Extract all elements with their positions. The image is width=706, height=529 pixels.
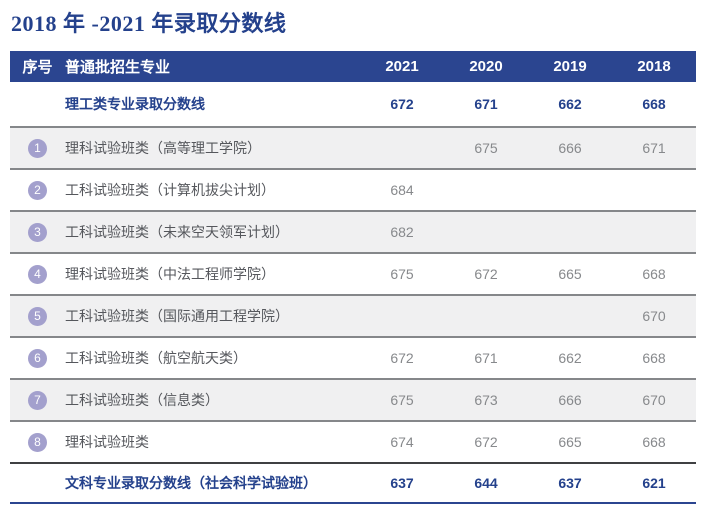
- table-row: 5 工科试验班类（国际通用工程学院） 670: [10, 294, 696, 336]
- score-value-2021: 674: [390, 434, 414, 450]
- arts-line-score-2019: 637: [558, 475, 582, 491]
- major-name: 工科试验班类（计算机拔尖计划）: [65, 182, 275, 198]
- score-value-2019: 665: [558, 266, 582, 282]
- table-header: 序号 普通批招生专业 2021 2020 2019 2018: [10, 51, 696, 82]
- score-value-2018: 668: [642, 266, 666, 282]
- score-value-2021: 682: [390, 224, 414, 240]
- arts-line-score-2018: 621: [642, 475, 666, 491]
- admission-scores-page: 2018 年 -2021 年录取分数线 序号 普通批招生专业 2021 2020…: [0, 9, 706, 504]
- row-number-badge: 4: [28, 264, 47, 284]
- row-number-cell: 8: [10, 432, 65, 452]
- table-row: 8 理科试验班类 674 672 665 668: [10, 420, 696, 462]
- score-value-2018: 668: [642, 434, 666, 450]
- table-row: 6 工科试验班类（航空航天类） 672 671 662 668: [10, 336, 696, 378]
- arts-line-score-2021: 637: [390, 475, 414, 491]
- arts-line-row: 文科专业录取分数线（社会科学试验班） 637 644 637 621: [10, 462, 696, 504]
- major-name: 工科试验班类（未来空天领军计划）: [65, 224, 289, 240]
- score-table: 序号 普通批招生专业 2021 2020 2019 2018 理工类专业录取分数…: [10, 51, 696, 504]
- science-line-label: 理工类专业录取分数线: [65, 96, 205, 112]
- row-number-cell: 5: [10, 306, 65, 326]
- header-col-major: 普通批招生专业: [65, 59, 171, 76]
- header-col-year-2020: 2020: [469, 58, 503, 75]
- score-value-2018: 670: [642, 392, 666, 408]
- row-number-cell: 7: [10, 390, 65, 410]
- row-number-cell: 4: [10, 264, 65, 284]
- major-name: 工科试验班类（航空航天类）: [65, 350, 247, 366]
- major-name: 理科试验班类（中法工程师学院）: [65, 266, 275, 282]
- arts-line-score-2020: 644: [474, 475, 498, 491]
- score-value-2021: 672: [390, 350, 414, 366]
- score-value-2020: 673: [474, 392, 498, 408]
- row-number-badge: 2: [28, 180, 47, 200]
- score-value-2021: 684: [390, 182, 414, 198]
- score-value-2018: 670: [642, 308, 666, 324]
- major-name: 理科试验班类（高等理工学院）: [65, 140, 261, 156]
- table-row: 4 理科试验班类（中法工程师学院） 675 672 665 668: [10, 252, 696, 294]
- table-row: 2 工科试验班类（计算机拔尖计划） 684: [10, 168, 696, 210]
- science-line-score-2019: 662: [558, 96, 582, 112]
- header-col-year-2021: 2021: [385, 58, 419, 75]
- table-row: 1 理科试验班类（高等理工学院） 675 666 671: [10, 126, 696, 168]
- science-line-score-2021: 672: [390, 96, 414, 112]
- row-number-cell: 2: [10, 180, 65, 200]
- header-col-number: 序号: [22, 59, 53, 76]
- score-value-2021: 675: [390, 392, 414, 408]
- page-title: 2018 年 -2021 年录取分数线: [11, 11, 287, 36]
- row-number-badge: 8: [28, 432, 47, 452]
- score-value-2020: 672: [474, 434, 498, 450]
- science-line-score-2018: 668: [642, 96, 666, 112]
- row-number-badge: 1: [28, 138, 47, 158]
- score-value-2019: 666: [558, 140, 582, 156]
- row-number-badge: 7: [28, 390, 47, 410]
- header-col-year-2018: 2018: [637, 58, 671, 75]
- science-line-row: 理工类专业录取分数线 672 671 662 668: [10, 82, 696, 126]
- score-value-2018: 668: [642, 350, 666, 366]
- row-number-badge: 3: [28, 222, 47, 242]
- score-value-2020: 671: [474, 350, 498, 366]
- row-number-badge: 6: [28, 348, 47, 368]
- major-name: 工科试验班类（信息类）: [65, 392, 219, 408]
- row-number-cell: 6: [10, 348, 65, 368]
- table-row: 3 工科试验班类（未来空天领军计划） 682: [10, 210, 696, 252]
- score-value-2019: 666: [558, 392, 582, 408]
- arts-line-label: 文科专业录取分数线（社会科学试验班）: [65, 475, 317, 491]
- major-name: 理科试验班类: [65, 434, 149, 450]
- row-number-cell: 3: [10, 222, 65, 242]
- score-value-2019: 665: [558, 434, 582, 450]
- score-value-2019: 662: [558, 350, 582, 366]
- science-line-score-2020: 671: [474, 96, 498, 112]
- score-value-2020: 672: [474, 266, 498, 282]
- row-number-cell: 1: [10, 138, 65, 158]
- row-number-badge: 5: [28, 306, 47, 326]
- table-row: 7 工科试验班类（信息类） 675 673 666 670: [10, 378, 696, 420]
- score-value-2018: 671: [642, 140, 666, 156]
- major-name: 工科试验班类（国际通用工程学院）: [65, 308, 289, 324]
- header-col-year-2019: 2019: [553, 58, 587, 75]
- score-value-2020: 675: [474, 140, 498, 156]
- score-value-2021: 675: [390, 266, 414, 282]
- major-rows-container: 1 理科试验班类（高等理工学院） 675 666 671 2 工科试验班类（计算机拔尖计划）…: [10, 126, 696, 462]
